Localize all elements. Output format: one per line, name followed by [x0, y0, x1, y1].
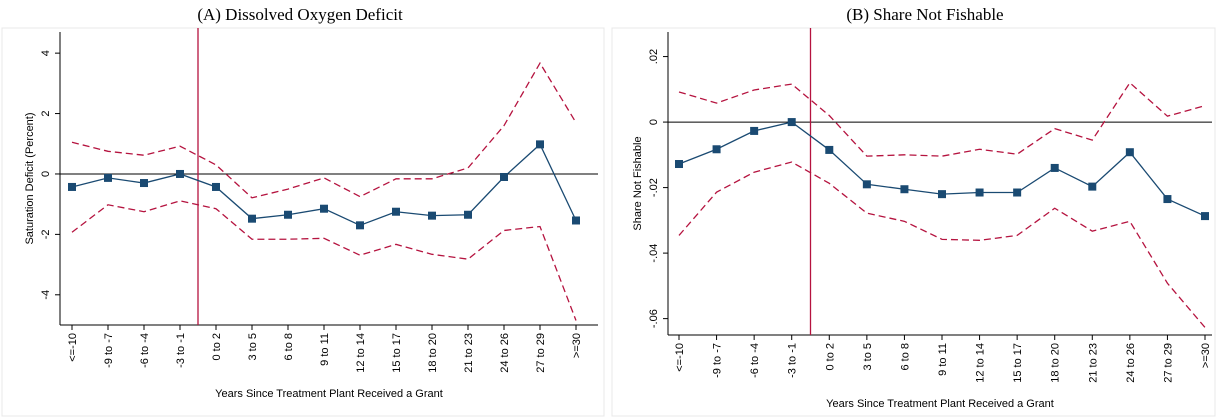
point: [104, 173, 112, 182]
point: [140, 179, 148, 188]
x-tick-label: 3 to 5: [247, 333, 259, 361]
x-tick-label: -3 to -1: [175, 333, 187, 368]
x-tick-label: 21 to 23: [463, 333, 475, 373]
x-tick-label: >=30: [1200, 343, 1212, 368]
point: [1013, 188, 1022, 197]
x-tick-label: 24 to 26: [1125, 343, 1137, 383]
point: [1163, 195, 1172, 204]
x-tick-label: 18 to 20: [1050, 343, 1062, 383]
x-axis-label: Years Since Treatment Plant Received a G…: [826, 398, 1054, 410]
x-tick-label: 3 to 5: [862, 343, 874, 371]
series-line: [678, 161, 1206, 328]
y-axis-label: Saturation Deficit (Percent): [24, 112, 36, 244]
x-tick-label: >=30: [571, 333, 583, 358]
x-tick-label: 6 to 8: [899, 343, 911, 371]
point: [975, 188, 984, 197]
y-tick-label: -.02: [648, 178, 660, 197]
x-tick-label: <=-10: [67, 333, 79, 362]
x-tick-label: 18 to 20: [427, 333, 439, 373]
point: [356, 221, 364, 230]
y-tick-label: 0: [648, 119, 660, 125]
x-tick-label: 12 to 14: [975, 343, 987, 383]
y-tick-label: 0: [40, 171, 52, 177]
point: [900, 185, 909, 194]
y-tick-label: .02: [648, 49, 660, 64]
point: [536, 140, 544, 149]
x-tick-label: 9 to 11: [937, 343, 949, 376]
point: [862, 180, 871, 189]
point: [320, 204, 328, 213]
y-tick-label: -.04: [648, 244, 660, 263]
panel-frame: [1, 27, 605, 417]
chart-title: (B) Share Not Fishable: [846, 5, 1003, 24]
point: [1050, 163, 1059, 172]
y-tick-label: -4: [40, 290, 52, 300]
x-tick-label: 27 to 29: [535, 333, 547, 373]
series-line: [71, 200, 577, 321]
x-tick-label: 0 to 2: [211, 333, 223, 361]
point: [675, 160, 683, 169]
panel-frame: [611, 27, 1216, 417]
chart-title: (A) Dissolved Oxygen Deficit: [197, 5, 403, 24]
point: [500, 172, 508, 181]
x-tick-label: 15 to 17: [391, 333, 403, 373]
x-tick-label: 9 to 11: [319, 333, 331, 366]
x-tick-label: -9 to -7: [712, 343, 724, 378]
x-tick-label: -3 to -1: [787, 343, 799, 378]
x-tick-label: 15 to 17: [1012, 343, 1024, 383]
point: [787, 118, 796, 127]
x-tick-label: 24 to 26: [499, 333, 511, 373]
x-tick-label: -6 to -4: [139, 333, 151, 368]
point: [464, 210, 472, 219]
series-line: [678, 81, 1206, 157]
y-tick-label: -.06: [648, 309, 660, 328]
x-tick-label: -6 to -4: [749, 343, 761, 378]
y-axis-label: Share Not Fishable: [632, 136, 644, 230]
x-tick-label: 12 to 14: [355, 333, 367, 373]
series-line: [71, 61, 577, 199]
x-axis-label: Years Since Treatment Plant Received a G…: [215, 388, 443, 400]
x-tick-label: 0 to 2: [824, 343, 836, 371]
point: [1125, 148, 1134, 157]
point: [248, 214, 256, 223]
x-tick-label: 21 to 23: [1087, 343, 1099, 383]
point: [428, 211, 436, 220]
point: [212, 182, 220, 191]
point: [1201, 212, 1209, 221]
point: [825, 145, 834, 154]
y-tick-label: -2: [40, 229, 52, 239]
point: [392, 207, 400, 216]
x-tick-label: -9 to -7: [103, 333, 115, 368]
point: [284, 210, 292, 219]
point: [750, 126, 759, 135]
point: [712, 145, 721, 154]
point: [572, 216, 580, 225]
y-tick-label: 4: [40, 50, 52, 56]
x-tick-label: 6 to 8: [283, 333, 295, 361]
point: [176, 169, 184, 178]
point: [938, 190, 946, 199]
x-tick-label: <=-10: [674, 343, 686, 372]
y-tick-label: 2: [40, 110, 52, 116]
x-tick-label: 27 to 29: [1162, 343, 1174, 383]
series-line: [678, 121, 1206, 217]
point: [1088, 182, 1097, 191]
point: [68, 182, 76, 191]
